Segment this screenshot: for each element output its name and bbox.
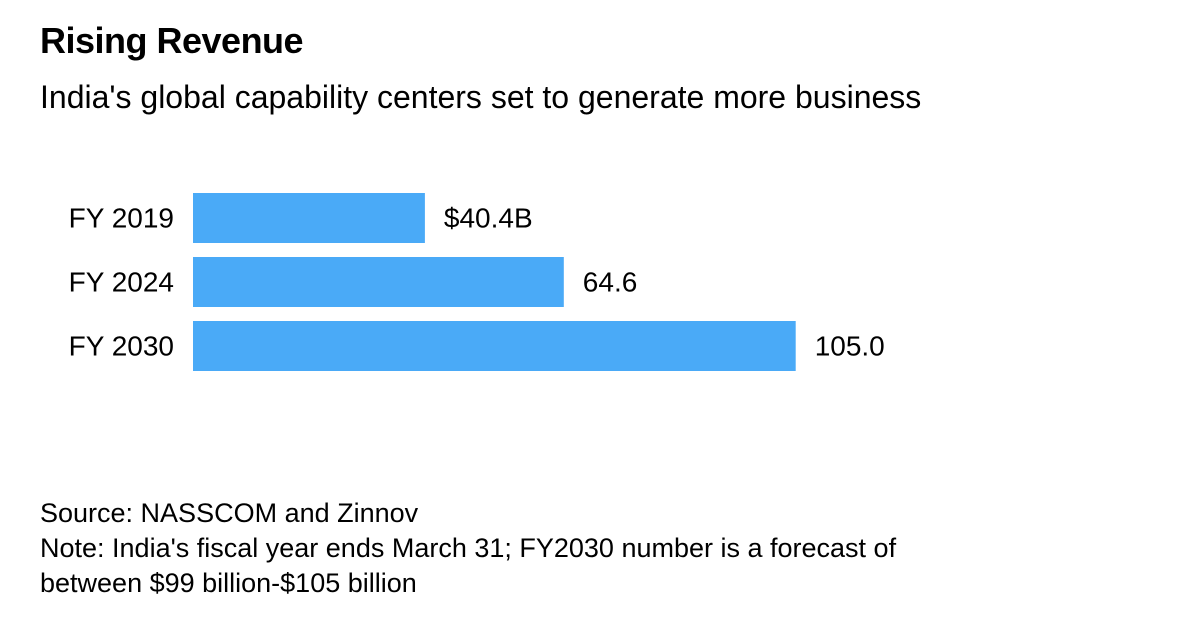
value-label: 64.6 bbox=[583, 267, 638, 298]
category-label: FY 2030 bbox=[69, 331, 174, 362]
chart-footer: Source: NASSCOM and Zinnov Note: India's… bbox=[40, 496, 896, 601]
bar bbox=[193, 257, 564, 307]
bar bbox=[193, 321, 796, 371]
value-label: 105.0 bbox=[815, 331, 885, 362]
bar-chart: FY 2019 $40.4B FY 2024 64.6 FY 2030 105.0 bbox=[69, 193, 885, 371]
source-note: Source: NASSCOM and Zinnov bbox=[40, 498, 419, 528]
category-label: FY 2019 bbox=[69, 203, 174, 234]
chart-subtitle: India's global capability centers set to… bbox=[40, 79, 922, 115]
chart-title: Rising Revenue bbox=[40, 20, 304, 61]
footnote-line-1: Note: India's fiscal year ends March 31;… bbox=[40, 533, 897, 563]
category-label: FY 2024 bbox=[69, 267, 174, 298]
footnote-line-2: between $99 billion-$105 billion bbox=[40, 568, 417, 598]
value-label: $40.4B bbox=[444, 203, 533, 234]
bar bbox=[193, 193, 425, 243]
